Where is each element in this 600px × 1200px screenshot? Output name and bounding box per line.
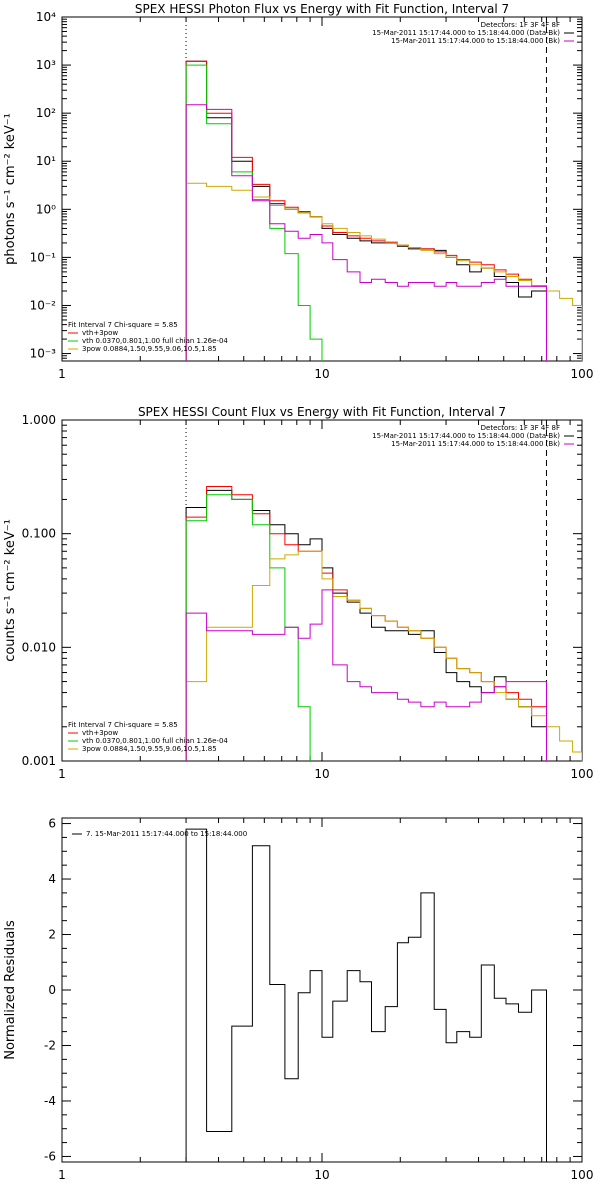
- legend-entry: vth+3pow: [82, 729, 118, 737]
- series-line-3: [185, 494, 311, 761]
- series-group: [185, 828, 547, 1162]
- chart-panel-2: SPEX HESSI Count Flux vs Energy with Fit…: [3, 405, 593, 781]
- legend-entry: 15-Mar-2011 15:17:44.000 to 15:18:44.000…: [391, 37, 560, 45]
- y-tick-label: 1.000: [22, 413, 56, 427]
- y-tick-label: 10⁻²: [30, 298, 57, 312]
- series-line-2: [185, 486, 547, 761]
- legend-entry: vth 0.0370,0.801,1.00 full chian 1.26e-0…: [82, 737, 228, 745]
- y-axis-label: Normalized Residuals: [3, 920, 18, 1060]
- legend-entry: Detectors: 1F 3F 4F 8F: [481, 424, 560, 432]
- x-tick-label: 10: [314, 1168, 329, 1182]
- series-line-5: [185, 104, 547, 361]
- chart-title: SPEX HESSI Count Flux vs Energy with Fit…: [138, 405, 506, 419]
- y-tick-label: 10²: [36, 106, 56, 120]
- y-tick-label: -6: [44, 1149, 56, 1163]
- series-line-4: [185, 182, 582, 361]
- chart-panel-1: SPEX HESSI Photon Flux vs Energy with Fi…: [3, 2, 593, 381]
- chart-panel-3: Normalized Residuals 6 4 2 0 -2 -4 -61 10 100 7. 1…: [3, 817, 593, 1182]
- x-tick-label: 10: [314, 767, 329, 781]
- y-tick-label: 6: [48, 817, 56, 831]
- x-tick-label: 10: [314, 367, 329, 381]
- legend-entry: 15-Mar-2011 15:17:44.000 to 15:18:44.000…: [372, 432, 560, 440]
- legend-entry: vth+3pow: [82, 329, 118, 337]
- x-tick-label: 100: [571, 1168, 594, 1182]
- plot-frame: [61, 16, 583, 362]
- series-line-5: [185, 589, 547, 761]
- y-tick-label: -4: [44, 1094, 56, 1108]
- series-line-1: [185, 489, 547, 761]
- series-group: [185, 60, 582, 361]
- x-tick-label: 100: [571, 367, 594, 381]
- y-tick-label: 10⁰: [36, 202, 56, 216]
- y-tick-label: 4: [48, 872, 56, 886]
- legend-entry: 15-Mar-2011 15:17:44.000 to 15:18:44.000…: [391, 440, 560, 448]
- y-tick-label: 2: [48, 928, 56, 942]
- series-line-4: [185, 550, 582, 761]
- y-tick-label: 0.001: [22, 754, 56, 768]
- x-tick-label: 1: [58, 367, 66, 381]
- y-tick-label: 10⁴: [36, 10, 56, 24]
- y-tick-label: 0.100: [22, 527, 56, 541]
- series-line-1: [185, 60, 547, 361]
- legend-entry: Detectors: 1F 3F 4F 8F: [481, 21, 560, 29]
- series-line-1: [185, 828, 547, 1162]
- legend-entry: Fit Interval 7 Chi-square = 5.85: [68, 321, 178, 329]
- y-tick-label: 10⁻³: [30, 347, 57, 361]
- legend-entry: 15-Mar-2011 15:17:44.000 to 15:18:44.000…: [372, 29, 560, 37]
- chart-title: SPEX HESSI Photon Flux vs Energy with Fi…: [135, 2, 509, 16]
- y-axis-label: photons s⁻¹ cm⁻² keV⁻¹: [3, 113, 18, 265]
- series-line-2: [185, 60, 547, 361]
- series-group: [185, 486, 582, 761]
- legend-entry: 3pow 0.0884,1.50,9.55,9.06,10.5,1.85: [82, 745, 217, 753]
- legend-entry: Fit Interval 7 Chi-square = 5.85: [68, 721, 178, 729]
- legend-entry: 3pow 0.0884,1.50,9.55,9.06,10.5,1.85: [82, 345, 217, 353]
- y-tick-label: 10³: [36, 58, 56, 72]
- x-tick-label: 1: [58, 767, 66, 781]
- x-tick-label: 1: [58, 1168, 66, 1182]
- legend-entry: vth 0.0370,0.801,1.00 full chian 1.26e-0…: [82, 337, 228, 345]
- y-tick-label: 0.010: [22, 640, 56, 654]
- legend-entry: 7. 15-Mar-2011 15:17:44.000 to 15:18:44.…: [86, 830, 247, 838]
- y-tick-label: 10⁻¹: [30, 250, 57, 264]
- x-tick-label: 100: [571, 767, 594, 781]
- y-axis-label: counts s⁻¹ cm⁻² keV⁻¹: [3, 519, 18, 662]
- y-tick-label: 0: [48, 983, 56, 997]
- y-tick-label: 10¹: [36, 154, 56, 168]
- y-tick-label: -2: [44, 1038, 56, 1052]
